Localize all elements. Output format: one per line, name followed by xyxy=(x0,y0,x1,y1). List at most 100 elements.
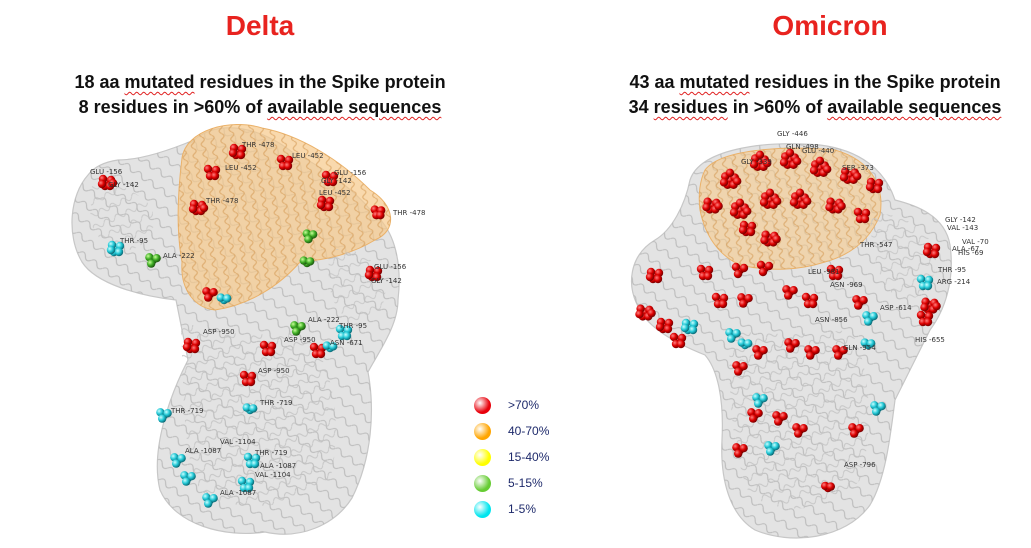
residue-sphere xyxy=(801,292,811,302)
legend-swatch xyxy=(474,501,491,518)
residue-sphere xyxy=(826,482,835,491)
residue-sphere xyxy=(779,412,788,421)
residue-sphere xyxy=(795,188,805,197)
residue-label: GLN -498 xyxy=(786,143,819,151)
residue-sphere xyxy=(731,262,741,272)
residue-sphere xyxy=(774,417,783,426)
omicron-subtitle: 43 aa mutated residues in the Spike prot… xyxy=(555,70,1031,120)
residue-label: GLY -142 xyxy=(371,277,402,285)
residue-sphere xyxy=(764,261,774,271)
residue-sphere xyxy=(747,408,756,417)
residue-sphere xyxy=(752,345,761,354)
residue-sphere xyxy=(834,351,843,360)
residue-sphere xyxy=(702,203,711,212)
residue-label: LEU -452 xyxy=(319,189,351,197)
residue-sphere xyxy=(292,327,301,336)
legend-label: 1-5% xyxy=(508,502,537,516)
residue-sphere xyxy=(772,411,781,420)
residue-sphere xyxy=(732,361,741,370)
residue-label: LEU -981 xyxy=(808,268,840,276)
residue-sphere xyxy=(647,308,656,318)
residue-sphere xyxy=(290,321,299,330)
residue-sphere xyxy=(147,259,156,268)
residue-sphere xyxy=(680,323,690,333)
residue-sphere xyxy=(145,253,154,262)
residue-sphere xyxy=(244,483,254,493)
omicron-line2-mid: in >60% of xyxy=(727,97,828,117)
residue-sphere xyxy=(342,331,352,341)
residue-sphere xyxy=(784,338,793,347)
residue-sphere xyxy=(804,345,813,354)
residue-sphere xyxy=(635,310,644,319)
residue-sphere xyxy=(703,271,713,281)
omicron-line1-rest: residues in the Spike protein xyxy=(749,72,1001,92)
residue-label: ALA -1087 xyxy=(220,489,256,497)
residue-sphere xyxy=(754,409,763,418)
residue-sphere xyxy=(862,311,871,320)
legend: >70% 40-70% 15-40% 5-15% 1-5% xyxy=(470,394,580,524)
residue-sphere xyxy=(865,182,875,192)
legend-item: 1-5% xyxy=(470,498,580,524)
residue-sphere xyxy=(316,200,326,210)
legend-label: 5-15% xyxy=(508,476,543,490)
residue-sphere xyxy=(754,399,763,408)
residue-sphere xyxy=(727,334,736,343)
residue-sphere xyxy=(152,254,161,263)
residue-label: THR -478 xyxy=(241,141,275,149)
residue-sphere xyxy=(209,494,218,503)
residue-sphere xyxy=(793,157,802,166)
residue-sphere xyxy=(203,164,213,174)
residue-sphere xyxy=(237,476,247,486)
residue-label: ALA -67 xyxy=(952,245,979,253)
residue-sphere xyxy=(864,317,873,326)
legend-item: 5-15% xyxy=(470,472,580,498)
residue-sphere xyxy=(322,341,331,350)
delta-line1-pre: 18 aa xyxy=(74,72,125,92)
residue-sphere xyxy=(190,344,200,354)
residue-sphere xyxy=(803,197,812,206)
residue-sphere xyxy=(771,442,780,451)
residue-label: ALA -1087 xyxy=(260,462,296,470)
residue-label: ASP -614 xyxy=(880,304,912,312)
residue-sphere xyxy=(364,270,374,280)
residue-sphere xyxy=(202,287,211,296)
residue-sphere xyxy=(759,198,769,207)
residue-sphere xyxy=(188,204,198,214)
omicron-line1-pre: 43 aa xyxy=(629,72,680,92)
residue-label: VAL -1104 xyxy=(255,471,291,479)
residue-label: THR -95 xyxy=(119,237,148,245)
residue-sphere xyxy=(204,499,213,508)
residue-label: ASP -950 xyxy=(258,367,290,375)
residue-sphere xyxy=(663,324,673,334)
residue-label: THR -478 xyxy=(205,197,239,205)
residue-sphere xyxy=(765,188,775,197)
residue-sphere xyxy=(809,166,819,175)
residue-sphere xyxy=(243,452,253,462)
residue-sphere xyxy=(811,346,820,355)
residue-sphere xyxy=(158,414,167,423)
legend-swatch xyxy=(474,475,491,492)
residue-sphere xyxy=(114,247,124,257)
residue-sphere xyxy=(714,201,723,211)
residue-sphere xyxy=(172,459,181,468)
residue-sphere xyxy=(873,184,883,194)
residue-sphere xyxy=(180,471,189,480)
residue-sphere xyxy=(755,150,765,159)
residue-label: ASN -856 xyxy=(815,316,848,324)
residue-label: ALA -222 xyxy=(308,316,340,324)
residue-label: ASP -950 xyxy=(203,328,235,336)
residue-sphere xyxy=(854,301,863,310)
residue-sphere xyxy=(376,211,385,220)
residue-sphere xyxy=(792,423,801,432)
residue-sphere xyxy=(916,274,926,284)
residue-sphere xyxy=(823,165,832,174)
residue-sphere xyxy=(299,256,308,265)
residue-sphere xyxy=(732,443,741,452)
residue-sphere xyxy=(266,347,276,357)
residue-label: GLU -156 xyxy=(374,263,407,271)
residue-label: VAL -143 xyxy=(947,224,978,232)
residue-sphere xyxy=(199,203,209,213)
residue-label: GLY -142 xyxy=(108,181,139,189)
